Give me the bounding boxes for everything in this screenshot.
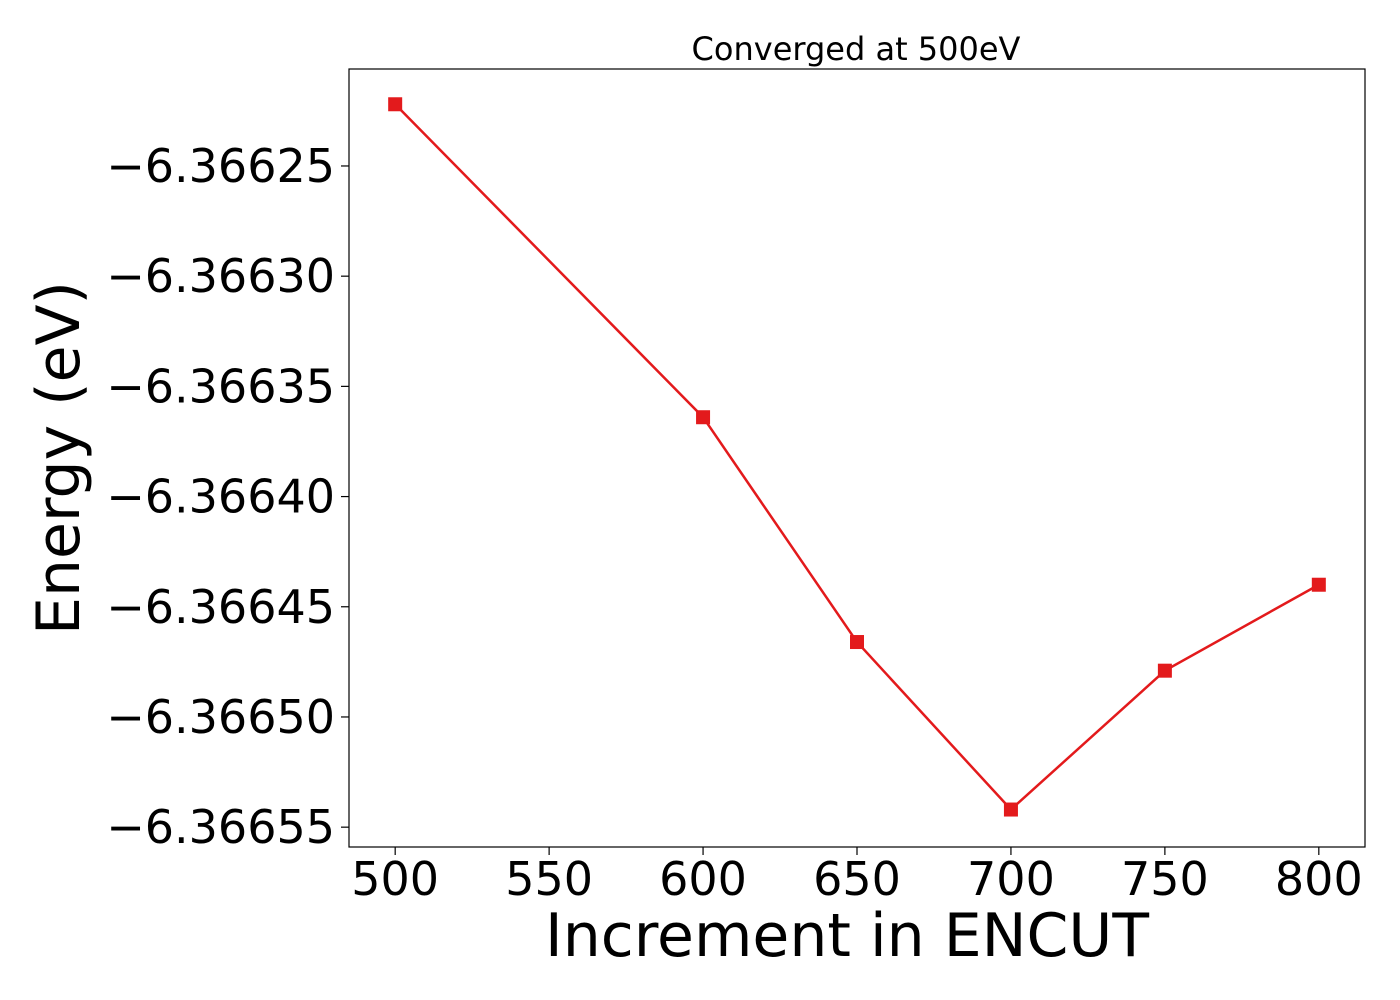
data-point-marker: [850, 635, 864, 650]
chart-title: Converged at 500eV: [692, 30, 1021, 68]
y-tick-label: −6.36650: [106, 690, 335, 744]
y-axis-ticks: −6.36625 −6.36630 −6.36635 −6.36640 −6.36645…: [106, 139, 349, 854]
x-tick-label: 800: [1275, 852, 1363, 906]
data-point-marker: [1157, 663, 1172, 678]
series-line: [394, 103, 1320, 812]
y-axis-label: Energy (eV): [24, 281, 94, 635]
y-tick-label: −6.36645: [106, 580, 335, 634]
x-axis-label: Increment in ENCUT: [545, 901, 1149, 971]
data-point-marker: [1311, 577, 1326, 592]
y-tick-label: −6.36635: [106, 359, 335, 413]
x-tick-label: 500: [351, 852, 439, 906]
x-tick-label: 700: [967, 852, 1055, 906]
plot-frame: [348, 68, 1366, 848]
x-axis-ticks: 500 550 600 650 700 750 800: [351, 847, 1363, 906]
x-tick-label: 550: [505, 852, 593, 906]
series-group: [388, 97, 1326, 817]
y-tick-label: −6.36630: [106, 249, 335, 303]
data-point-marker: [388, 97, 403, 112]
data-point-marker: [1003, 802, 1018, 817]
data-point-marker: [696, 410, 711, 425]
x-tick-label: 650: [813, 852, 901, 906]
x-tick-label: 600: [659, 852, 747, 906]
y-tick-label: −6.36625: [106, 139, 335, 193]
x-tick-label: 750: [1121, 852, 1209, 906]
y-tick-label: −6.36655: [106, 800, 335, 854]
y-tick-label: −6.36640: [106, 470, 335, 524]
